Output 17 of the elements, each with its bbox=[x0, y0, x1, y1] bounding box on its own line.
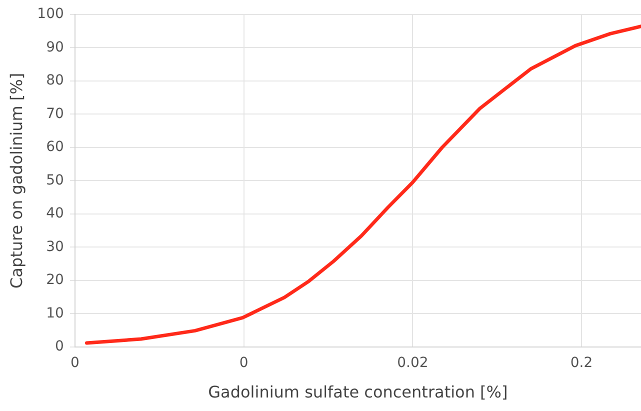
y-tick-label: 60 bbox=[46, 139, 64, 156]
y-tick-label: 30 bbox=[46, 238, 64, 255]
y-tick-label: 20 bbox=[46, 272, 64, 288]
y-tick-label: 50 bbox=[46, 172, 64, 188]
x-tick-label: 0.02 bbox=[397, 355, 428, 372]
y-tick-label: 0 bbox=[55, 338, 64, 355]
x-tick-label: 0 bbox=[70, 355, 80, 372]
y-tick-label: 70 bbox=[46, 106, 64, 122]
y-tick-label: 40 bbox=[46, 206, 64, 222]
y-tick-label: 100 bbox=[37, 6, 64, 22]
x-tick-label: 0.2 bbox=[570, 355, 593, 372]
y-tick-label: 90 bbox=[46, 39, 64, 56]
x-axis-title: Gadolinium sulfate concentration [%] bbox=[208, 382, 508, 402]
x-tick-label: 0 bbox=[239, 355, 248, 372]
y-tick-label: 10 bbox=[46, 305, 64, 322]
y-axis-title: Capture on gadolinium [%] bbox=[6, 72, 26, 289]
y-tick-label: 80 bbox=[46, 72, 64, 89]
